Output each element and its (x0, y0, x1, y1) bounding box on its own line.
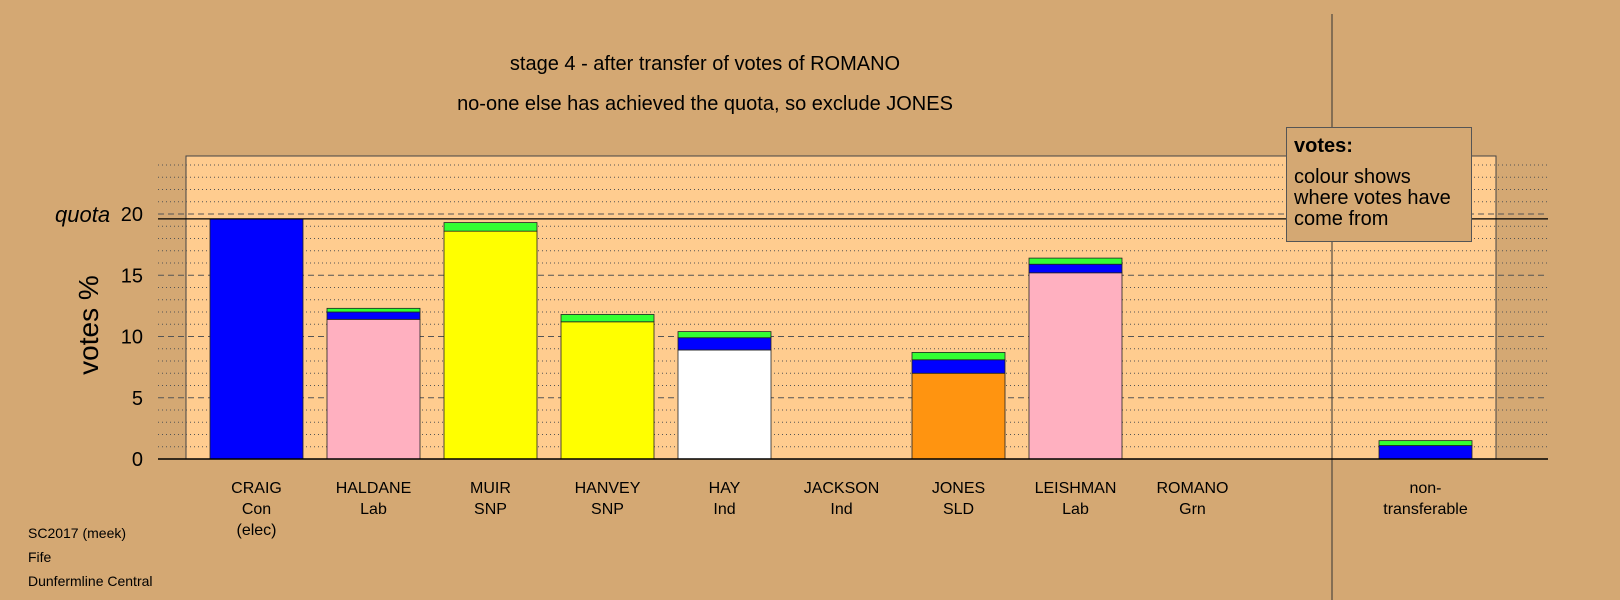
candidate-label-line: JONES (931, 480, 986, 497)
y-tick-label: 5 (132, 388, 143, 410)
quota-label: quota (55, 202, 110, 227)
candidate-label-romano: ROMANO Grn (1133, 478, 1253, 520)
bar-muir-segment-grn (443, 222, 538, 232)
candidate-label-line: non- (1409, 480, 1442, 497)
bar-jones-segment-sld (911, 372, 1006, 460)
chart-title: stage 4 - after transfer of votes of ROM… (509, 53, 901, 75)
bar-haldane-segment-lab (326, 318, 421, 460)
candidate-label-line: (elec) (236, 522, 277, 539)
candidate-label-line: Con (241, 501, 272, 518)
candidate-label-line: Lab (360, 501, 387, 518)
candidate-label-line: MUIR (470, 480, 511, 497)
candidate-label-hanvey: HANVEY SNP (548, 478, 668, 520)
bar-haldane-segment-con (326, 311, 421, 320)
candidate-label-haldane: HALDANE Lab (314, 478, 434, 520)
candidate-label-line: JACKSON (803, 480, 880, 497)
bar-hay-segment-grn (677, 331, 772, 339)
candidate-label-line: SLD (942, 501, 975, 518)
candidate-label-line: ROMANO (1156, 480, 1229, 497)
bar-nontransferable-segment-grn (1378, 440, 1473, 446)
candidate-label-jones: JONES SLD (899, 478, 1019, 520)
candidate-label-craig: CRAIG Con (elec) (197, 478, 317, 541)
candidate-label-line: Ind (713, 501, 736, 518)
y-tick-label: 20 (121, 204, 143, 226)
legend-body: colour shows where votes have come from (1294, 166, 1451, 230)
candidate-label-line: HAY (708, 480, 741, 497)
candidate-label-line: HALDANE (335, 480, 412, 497)
candidate-label-muir: MUIR SNP (431, 478, 551, 520)
bar-leishman-segment-grn (1028, 257, 1123, 265)
bar-leishman-segment-con (1028, 263, 1123, 274)
candidate-label-line: HANVEY (574, 480, 641, 497)
bar-hay-segment-ind (677, 349, 772, 460)
candidate-label-line: Lab (1062, 501, 1089, 518)
candidate-label-line: Ind (830, 501, 853, 518)
bar-leishman-segment-lab (1028, 272, 1123, 460)
candidate-label-line: CRAIG (231, 480, 282, 497)
candidate-label-leishman: LEISHMAN Lab (1016, 478, 1136, 520)
candidate-label-hay: HAY Ind (665, 478, 785, 520)
y-tick-label: 15 (121, 265, 143, 287)
footer-ward: Dunfermline Central (28, 573, 153, 589)
bar-hay-segment-con (677, 337, 772, 351)
candidate-label-nontransferable: non-transferable (1366, 478, 1486, 520)
candidate-label-line: transferable (1383, 501, 1468, 518)
bar-jones-segment-con (911, 359, 1006, 374)
bar-hanvey-segment-grn (560, 314, 655, 323)
footer-election: SC2017 (meek) (28, 525, 127, 541)
footer-council: Fife (28, 549, 52, 565)
candidate-label-line: SNP (474, 501, 507, 518)
y-tick-label: 0 (132, 449, 143, 471)
bar-jones-segment-grn (911, 352, 1006, 361)
candidate-label-line: SNP (591, 501, 624, 518)
candidate-label-jackson: JACKSON Ind (782, 478, 902, 520)
y-tick-label: 10 (121, 327, 143, 349)
bar-muir-segment-snp (443, 230, 538, 460)
candidate-label-line: Grn (1179, 501, 1206, 518)
bar-hanvey-segment-snp (560, 321, 655, 460)
y-axis-label: votes % (73, 275, 104, 375)
candidate-label-line: LEISHMAN (1034, 480, 1117, 497)
bar-nontransferable-segment-con (1378, 445, 1473, 460)
bar-haldane-segment-grn (326, 307, 421, 313)
legend-title: votes: (1294, 135, 1353, 157)
legend-box: votes: colour shows where votes have com… (1286, 127, 1472, 242)
chart-subtitle: no-one else has achieved the quota, so e… (457, 93, 953, 115)
bar-craig-segment-con (209, 218, 304, 460)
